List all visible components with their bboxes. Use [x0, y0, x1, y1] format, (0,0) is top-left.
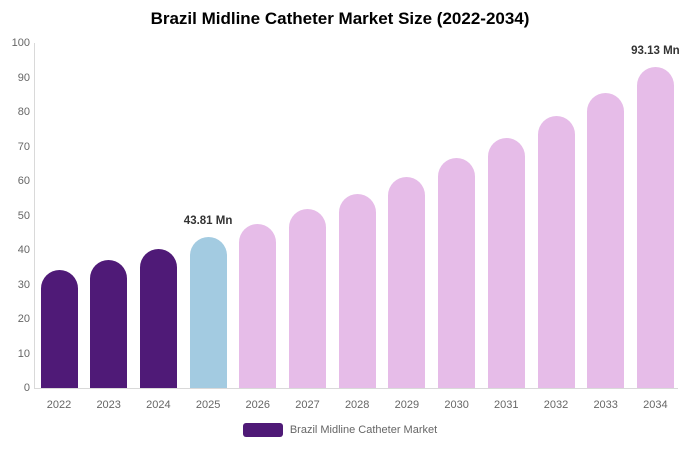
- x-axis-tick-label: 2024: [146, 399, 171, 411]
- data-label-2034: 93.13 Mn: [631, 44, 680, 57]
- x-axis-tick-label: 2033: [593, 399, 618, 411]
- y-axis-tick-label: 80: [17, 106, 30, 118]
- y-axis-tick-label: 90: [17, 71, 30, 84]
- bar-2023[interactable]: [90, 260, 128, 388]
- bar-2024[interactable]: [139, 248, 177, 388]
- bar-2029[interactable]: [388, 176, 426, 388]
- x-axis-tick-label: 2022: [46, 399, 72, 411]
- x-axis-tick-label: 2029: [394, 399, 420, 411]
- data-label-2025: 43.81 Mn: [183, 214, 233, 227]
- bar-2027[interactable]: [289, 209, 326, 388]
- x-axis-tick-label: 2034: [643, 399, 668, 411]
- bar-2028[interactable]: [338, 193, 376, 388]
- legend-item[interactable]: Brazil Midline Catheter Market: [0, 423, 680, 437]
- bar-2025[interactable]: [189, 236, 227, 388]
- y-axis-tick-label: 50: [17, 209, 30, 222]
- y-axis-tick-label: 10: [17, 347, 30, 360]
- bar-2022[interactable]: [40, 270, 78, 388]
- bar-2032[interactable]: [537, 116, 575, 388]
- x-axis-tick-label: 2027: [295, 399, 320, 411]
- bar-2031[interactable]: [487, 138, 525, 388]
- x-axis-tick-label: 2028: [344, 399, 370, 411]
- y-axis-tick-label: 100: [11, 37, 30, 49]
- bar-2034[interactable]: [636, 66, 674, 388]
- plot-area: [34, 43, 678, 389]
- x-axis-tick-label: 2023: [96, 399, 121, 411]
- x-axis-tick-label: 2031: [494, 399, 519, 411]
- bar-2030[interactable]: [438, 158, 476, 388]
- x-axis-tick-label: 2026: [245, 399, 271, 411]
- y-axis-tick-label: 70: [17, 140, 30, 153]
- y-axis-tick-label: 40: [17, 244, 30, 256]
- y-axis-tick-label: 0: [23, 382, 30, 394]
- chart-title: Brazil Midline Catheter Market Size (202…: [150, 9, 530, 28]
- legend-swatch: [242, 423, 283, 437]
- y-axis-tick-label: 20: [17, 313, 30, 325]
- legend-label: Brazil Midline Catheter Market: [289, 424, 438, 436]
- x-axis-tick-label: 2025: [195, 399, 221, 411]
- y-axis-tick-label: 30: [17, 278, 30, 291]
- x-axis-tick-label: 2032: [543, 399, 569, 411]
- bar-2026[interactable]: [239, 223, 277, 388]
- y-axis-tick-label: 60: [17, 175, 30, 187]
- bar-2033[interactable]: [587, 92, 625, 388]
- x-axis-tick-label: 2030: [444, 399, 469, 411]
